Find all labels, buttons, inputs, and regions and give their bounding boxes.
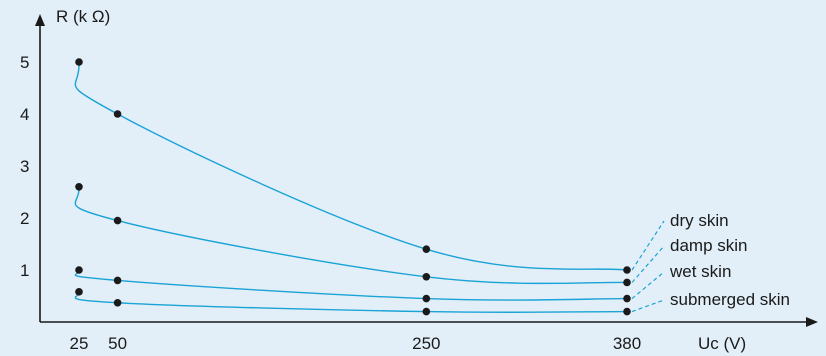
data-point (75, 266, 83, 274)
series-leader-line (631, 245, 665, 283)
series-leader-line (631, 220, 665, 271)
series-group (74, 61, 628, 314)
data-points (75, 58, 631, 316)
x-tick-label: 380 (613, 334, 641, 353)
data-point (113, 298, 122, 307)
y-tick-label: 5 (20, 53, 29, 72)
series-line (74, 291, 628, 314)
data-point (623, 307, 631, 316)
y-axis-arrow (35, 14, 45, 26)
series-labels: dry skin damp skin wet skin submerged skin (631, 211, 790, 313)
data-point (75, 288, 83, 296)
y-tick-label: 4 (20, 105, 29, 124)
x-axis-title: Uc (V) (698, 334, 746, 353)
series-label: dry skin (670, 211, 729, 230)
axes: R (k Ω) Uc (V) (35, 7, 818, 353)
data-point (75, 58, 83, 66)
data-point (422, 245, 431, 253)
y-tick-labels: 1 2 3 4 5 (20, 53, 29, 280)
y-axis-title: R (k Ω) (56, 7, 110, 26)
series-label: submerged skin (670, 290, 790, 309)
data-point (623, 278, 631, 287)
data-point (113, 110, 122, 118)
y-tick-label: 2 (20, 209, 29, 228)
data-point (113, 216, 122, 225)
series-line (74, 186, 628, 285)
data-point (113, 276, 122, 285)
series-line (74, 61, 628, 271)
y-tick-label: 3 (20, 157, 29, 176)
x-axis-arrow (806, 317, 818, 327)
data-point (422, 307, 431, 316)
series-line (74, 269, 628, 301)
x-tick-label: 25 (70, 334, 89, 353)
series-label: wet skin (669, 262, 731, 281)
x-tick-labels: 25 50 250 380 (70, 334, 642, 353)
data-point (75, 183, 83, 191)
data-point (422, 272, 431, 281)
series-leader-line (631, 299, 665, 313)
series-label: damp skin (670, 236, 747, 255)
x-tick-label: 250 (412, 334, 440, 353)
data-point (623, 266, 631, 274)
data-point (422, 294, 431, 303)
x-tick-label: 50 (108, 334, 127, 353)
y-tick-label: 1 (20, 261, 29, 280)
data-point (623, 294, 631, 303)
